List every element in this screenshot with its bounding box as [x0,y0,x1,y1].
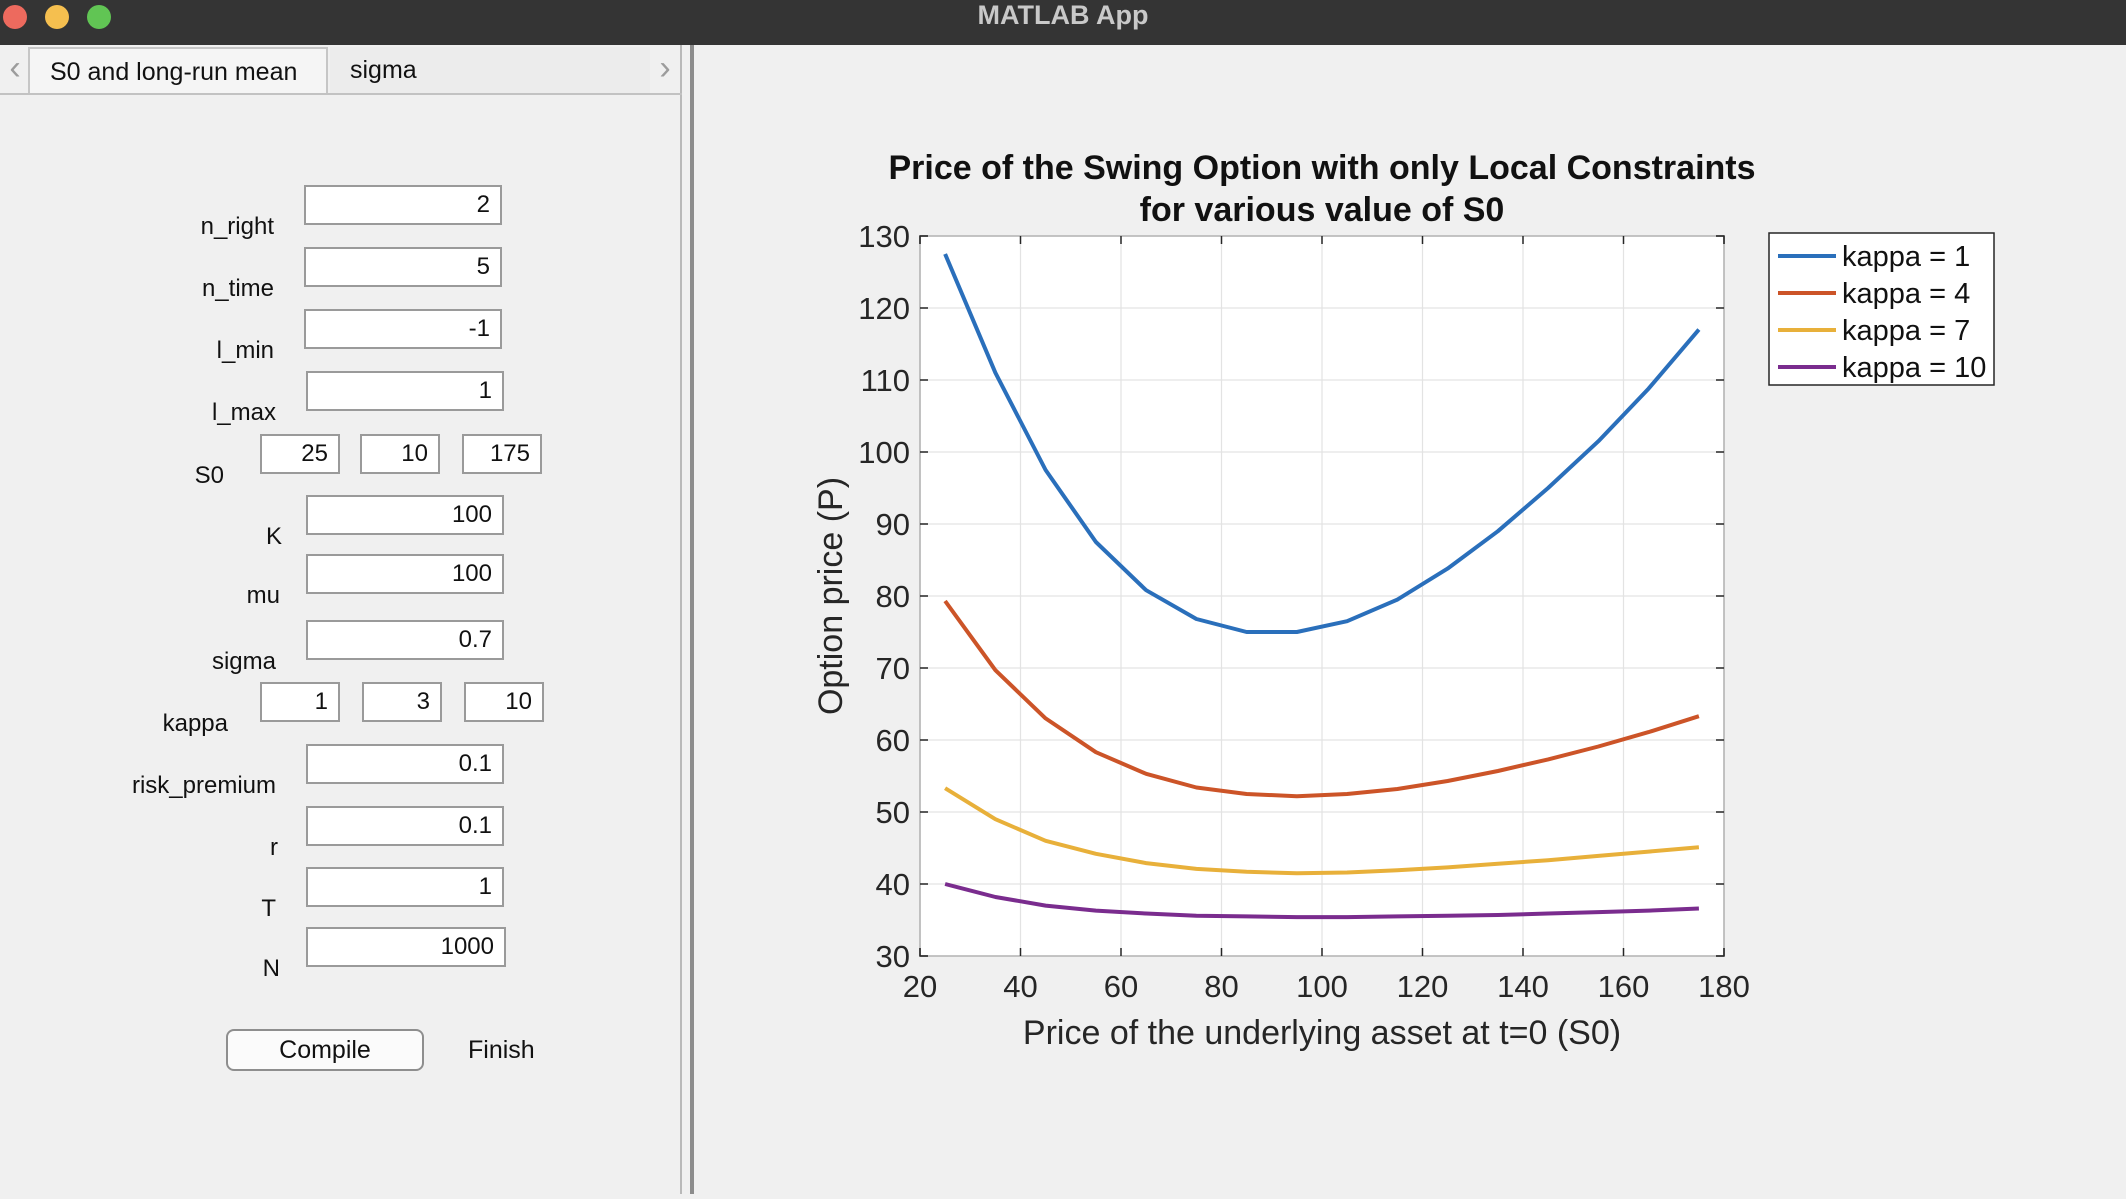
y-tick-label: 90 [876,507,910,542]
window-title: MATLAB App [977,0,1149,30]
y-tick-label: 130 [858,219,910,254]
n-label: N [262,955,280,982]
compile-button[interactable]: Compile [226,1029,424,1071]
y-axis-label: Option price (P) [812,477,850,715]
x-tick-label: 80 [1204,969,1238,1004]
t-field[interactable]: 1 [306,867,504,907]
t-label: T [261,895,276,922]
y-tick-label: 50 [876,795,910,830]
s0-label: S0 [194,462,224,489]
l-min-field[interactable]: -1 [304,309,502,349]
tab-sigma[interactable]: sigma [330,47,650,93]
kappa-end-field[interactable]: 10 [464,682,544,722]
chart-title-line: for various value of S0 [1140,191,1505,229]
legend-entry-label: kappa = 10 [1842,352,1986,384]
mu-label: mu [246,582,280,609]
chart-title-line: Price of the Swing Option with only Loca… [888,149,1755,187]
s0-step-field[interactable]: 10 [360,434,440,474]
x-axis-label: Price of the underlying asset at t=0 (S0… [1023,1014,1621,1052]
n-time-label: n_time [201,275,274,302]
risk-premium-label: risk_premium [131,772,276,799]
y-tick-label: 30 [876,939,910,974]
l-min-label: l_min [216,337,274,364]
tab-scroll-left-icon[interactable]: ‹ [9,49,21,87]
y-tick-label: 80 [876,579,910,614]
n-time-field[interactable]: 5 [304,247,502,287]
close-window-button[interactable] [3,5,27,29]
maximize-window-button[interactable] [87,5,111,29]
kappa-step-field[interactable]: 3 [362,682,442,722]
parameter-panel: ‹ S0 and long-run mean sigma › n_right 2… [0,45,682,1194]
k-field[interactable]: 100 [306,495,504,535]
y-tick-label: 110 [861,363,910,398]
s0-end-field[interactable]: 175 [462,434,542,474]
y-tick-label: 120 [858,291,910,326]
s0-start-field[interactable]: 25 [260,434,340,474]
minimize-window-button[interactable] [45,5,69,29]
tab-bar: ‹ S0 and long-run mean sigma › [0,45,682,95]
legend-entry-label: kappa = 1 [1842,241,1970,273]
k-label: K [265,523,282,550]
x-tick-label: 20 [903,969,937,1004]
sigma-label: sigma [211,648,276,675]
sigma-field[interactable]: 0.7 [306,620,504,660]
x-tick-label: 180 [1698,969,1750,1004]
x-tick-label: 140 [1497,969,1549,1004]
r-label: r [270,834,278,861]
series-line-kappa-1 [943,253,1701,634]
l-max-field[interactable]: 1 [306,371,504,411]
tab-scroll-right-icon[interactable]: › [659,49,671,87]
legend-box[interactable] [1768,232,1995,386]
tab-s0-long-run-mean[interactable]: S0 and long-run mean [28,47,328,93]
legend-entry-label: kappa = 7 [1842,315,1970,347]
x-tick-label: 120 [1397,969,1449,1004]
n-right-field[interactable]: 2 [304,185,502,225]
finish-label[interactable]: Finish [468,1036,535,1064]
x-tick-label: 60 [1104,969,1138,1004]
l-max-label: l_max [211,399,276,426]
x-tick-label: 160 [1598,969,1650,1004]
panel-divider[interactable] [690,45,694,1194]
plot-panel: Price of the Swing Option with only Loca… [694,45,2126,1194]
legend-entry-label: kappa = 4 [1842,278,1970,310]
risk-premium-field[interactable]: 0.1 [306,744,504,784]
x-tick-label: 40 [1003,969,1037,1004]
series-line-kappa-4 [943,599,1700,799]
y-tick-label: 100 [858,435,910,470]
kappa-label: kappa [162,710,228,737]
y-tick-label: 40 [876,867,910,902]
y-tick-label: 60 [876,723,910,758]
title-bar: MATLAB App [0,0,2126,45]
mu-field[interactable]: 100 [306,554,504,594]
n-right-label: n_right [200,213,274,240]
x-tick-label: 100 [1296,969,1348,1004]
series-line-kappa-7 [944,786,1700,876]
chart-axes: Price of the Swing Option with only Loca… [812,149,1995,1052]
n-field[interactable]: 1000 [306,927,506,967]
series-line-kappa-10 [944,882,1699,920]
r-field[interactable]: 0.1 [306,806,504,846]
kappa-start-field[interactable]: 1 [260,682,340,722]
y-tick-label: 70 [876,651,910,686]
